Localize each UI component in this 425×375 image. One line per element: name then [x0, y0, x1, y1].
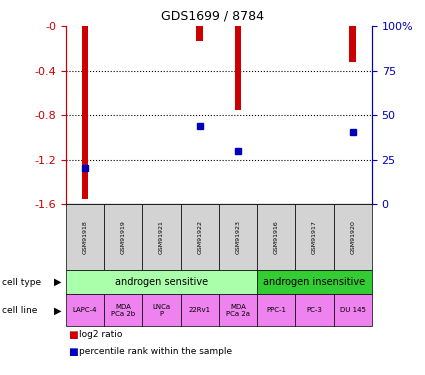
- Text: PC-3: PC-3: [306, 308, 323, 314]
- Text: androgen sensitive: androgen sensitive: [115, 277, 208, 287]
- Text: LNCa
P: LNCa P: [153, 304, 170, 317]
- Text: log2 ratio: log2 ratio: [79, 330, 122, 339]
- Text: GSM91918: GSM91918: [82, 220, 88, 254]
- Text: GSM91923: GSM91923: [235, 220, 241, 254]
- Text: 22Rv1: 22Rv1: [189, 308, 211, 314]
- Text: GSM91922: GSM91922: [197, 220, 202, 254]
- Text: MDA
PCa 2a: MDA PCa 2a: [226, 304, 250, 317]
- Bar: [235, 26, 241, 110]
- Text: percentile rank within the sample: percentile rank within the sample: [79, 347, 232, 356]
- Bar: [349, 26, 356, 62]
- Text: ■: ■: [68, 347, 78, 357]
- Text: cell type: cell type: [2, 278, 41, 286]
- Text: MDA
PCa 2b: MDA PCa 2b: [111, 304, 135, 317]
- Text: cell line: cell line: [2, 306, 37, 315]
- Bar: [196, 26, 203, 41]
- Text: ▶: ▶: [54, 305, 62, 315]
- Text: GSM91919: GSM91919: [121, 220, 126, 254]
- Text: ■: ■: [68, 330, 78, 340]
- Text: ▶: ▶: [54, 277, 62, 287]
- Text: androgen insensitive: androgen insensitive: [264, 277, 366, 287]
- Text: GSM91917: GSM91917: [312, 220, 317, 254]
- Text: GDS1699 / 8784: GDS1699 / 8784: [161, 9, 264, 22]
- Text: GSM91916: GSM91916: [274, 220, 279, 254]
- Text: GSM91920: GSM91920: [350, 220, 355, 254]
- Bar: [82, 26, 88, 199]
- Text: GSM91921: GSM91921: [159, 220, 164, 254]
- Text: LAPC-4: LAPC-4: [73, 308, 97, 314]
- Text: PPC-1: PPC-1: [266, 308, 286, 314]
- Text: DU 145: DU 145: [340, 308, 366, 314]
